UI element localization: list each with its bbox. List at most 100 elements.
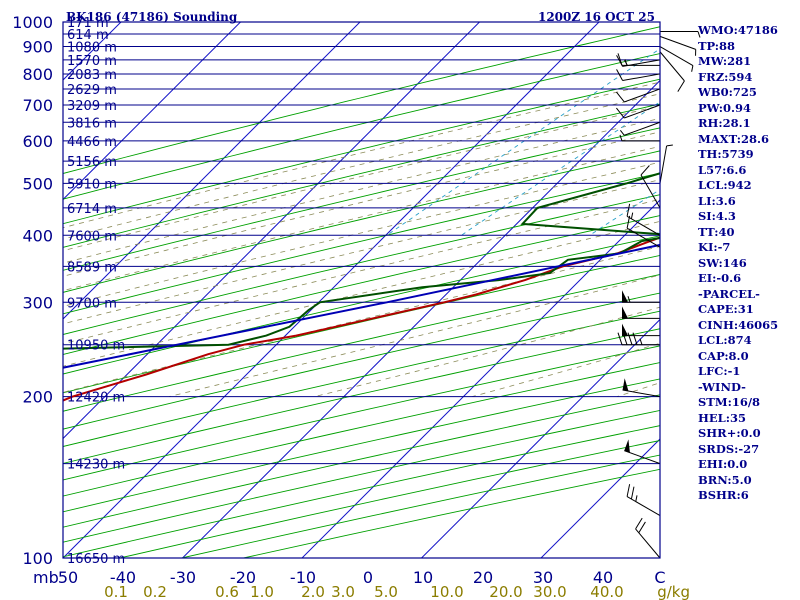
index-item: SW:146	[698, 255, 747, 270]
temperature-tick-label: 10	[413, 568, 433, 587]
height-label: 3816 m	[67, 116, 117, 131]
index-item: HEL:35	[698, 410, 746, 425]
pressure-tick-label: 1000	[12, 13, 53, 32]
moist-adiabat-line	[63, 117, 660, 264]
dry-adiabat-line	[63, 26, 660, 174]
index-item: CINH:46065	[698, 317, 779, 332]
pressure-tick-label: 700	[22, 96, 53, 115]
pressure-tick-label: 200	[22, 388, 53, 407]
height-label: 171 m	[67, 16, 109, 31]
height-label: 8589 m	[67, 260, 117, 275]
plot-frame	[62, 21, 661, 559]
wind-barb	[616, 55, 661, 67]
index-item: KI:-7	[698, 240, 731, 254]
index-item: L57:6.6	[698, 162, 747, 177]
wind-barb	[624, 439, 661, 465]
index-item: FRZ:594	[698, 69, 753, 84]
dry-adiabat-line	[63, 409, 660, 543]
temperature-tick-label: -30	[170, 568, 196, 587]
index-item: WMO:47186	[698, 23, 778, 37]
stability-indices-panel: WMO:47186 TP:88 MW:281 FRZ:594 WB0:725 PW:0.9…	[698, 23, 778, 504]
moist-adiabat-line	[63, 93, 660, 240]
height-label: 614 m	[67, 28, 109, 43]
wind-barb	[640, 165, 661, 209]
dry-adiabat-line	[63, 150, 660, 293]
height-label: 2629 m	[67, 83, 117, 98]
dry-adiabat-line	[63, 394, 660, 528]
isotherm-line	[63, 22, 481, 440]
index-item: TT:40	[698, 224, 735, 239]
mixing-ratio-tick-label: 40.0	[590, 583, 623, 600]
moist-adiabat-line	[63, 220, 660, 367]
dry-adiabat-line	[63, 235, 660, 375]
height-label: 7600 m	[67, 229, 117, 244]
isotherm-line	[421, 318, 660, 558]
index-item: CAP:8.0	[698, 348, 749, 363]
temperature-tick-label: 50	[58, 568, 78, 587]
index-item: SRDS:-27	[698, 441, 760, 456]
dry-adiabat-line	[63, 254, 660, 394]
pressure-tick-label: 800	[22, 65, 53, 84]
index-item: SHR+:0.0	[698, 426, 761, 440]
isotherm-line	[63, 22, 361, 320]
height-label: 14230 m	[67, 458, 125, 473]
dry-adiabat-line	[63, 362, 660, 497]
wind-barb	[622, 323, 660, 337]
height-label: 6714 m	[67, 202, 117, 217]
mixing-ratio-line	[386, 48, 660, 236]
height-label: 12420 m	[67, 391, 125, 406]
height-label: 10950 m	[67, 339, 125, 354]
pressure-tick-label: 600	[22, 132, 53, 151]
dry-adiabat-line	[63, 53, 660, 200]
wind-barb	[622, 290, 660, 303]
wind-barb	[616, 69, 661, 82]
moist-adiabat-line	[63, 145, 660, 292]
dry-adiabat-line	[63, 172, 660, 315]
dry-adiabat-line	[63, 345, 660, 481]
dry-adiabat-line	[63, 215, 660, 355]
dry-adiabat-line	[63, 310, 660, 447]
temperature-tick-label: -20	[230, 568, 256, 587]
dry-adiabat-line	[63, 274, 660, 412]
pressure-tick-label: 500	[22, 174, 53, 193]
height-label: 3209 m	[67, 99, 117, 114]
index-item: BSHR:6	[698, 488, 749, 502]
pressure-tick-label: 400	[22, 226, 53, 245]
height-label: 5910 m	[67, 177, 117, 192]
mixing-ratio-line	[461, 101, 660, 236]
index-item: WB0:725	[698, 85, 757, 99]
wind-barb	[659, 35, 697, 56]
pressure-tick-label: 900	[22, 38, 53, 57]
wind-barb	[617, 53, 660, 66]
moist-adiabat-line	[63, 179, 660, 325]
index-item: CAPE:31	[698, 302, 754, 316]
moist-adiabat-line	[63, 131, 660, 277]
wind-barb	[622, 378, 661, 398]
isotherm-line	[540, 438, 660, 558]
dewpoint-profile	[63, 172, 660, 350]
index-item: LI:3.6	[698, 193, 736, 208]
index-item: LCL:874	[698, 333, 752, 347]
wind-barb	[659, 144, 673, 184]
dry-adiabat-line	[63, 328, 660, 464]
mixing-ratio-tick-label: 30.0	[533, 583, 566, 600]
isotherm-line	[63, 22, 242, 201]
mixing-ratio-tick-label: 5.0	[374, 583, 398, 600]
index-item: LFC:-1	[698, 364, 741, 378]
temperature-tick-label: 40	[593, 568, 613, 587]
isotherm-line	[63, 22, 600, 558]
dry-adiabat-line	[63, 194, 660, 335]
mixing-ratio-tick-label: 2.0	[301, 583, 325, 600]
height-label: 5156 m	[67, 155, 117, 170]
mixing-ratio-tick-label: 1.0	[250, 583, 274, 600]
index-item: BRN:5.0	[698, 472, 752, 487]
wind-barb	[635, 517, 661, 559]
index-item: -WIND-	[698, 379, 746, 394]
wind-barb	[659, 46, 694, 72]
index-item: STM:16/8	[698, 395, 761, 409]
dry-adiabat-line	[63, 292, 660, 430]
index-item: SI:4.3	[698, 209, 736, 223]
height-label: 1080 m	[67, 41, 117, 56]
index-item: TP:88	[698, 38, 736, 53]
